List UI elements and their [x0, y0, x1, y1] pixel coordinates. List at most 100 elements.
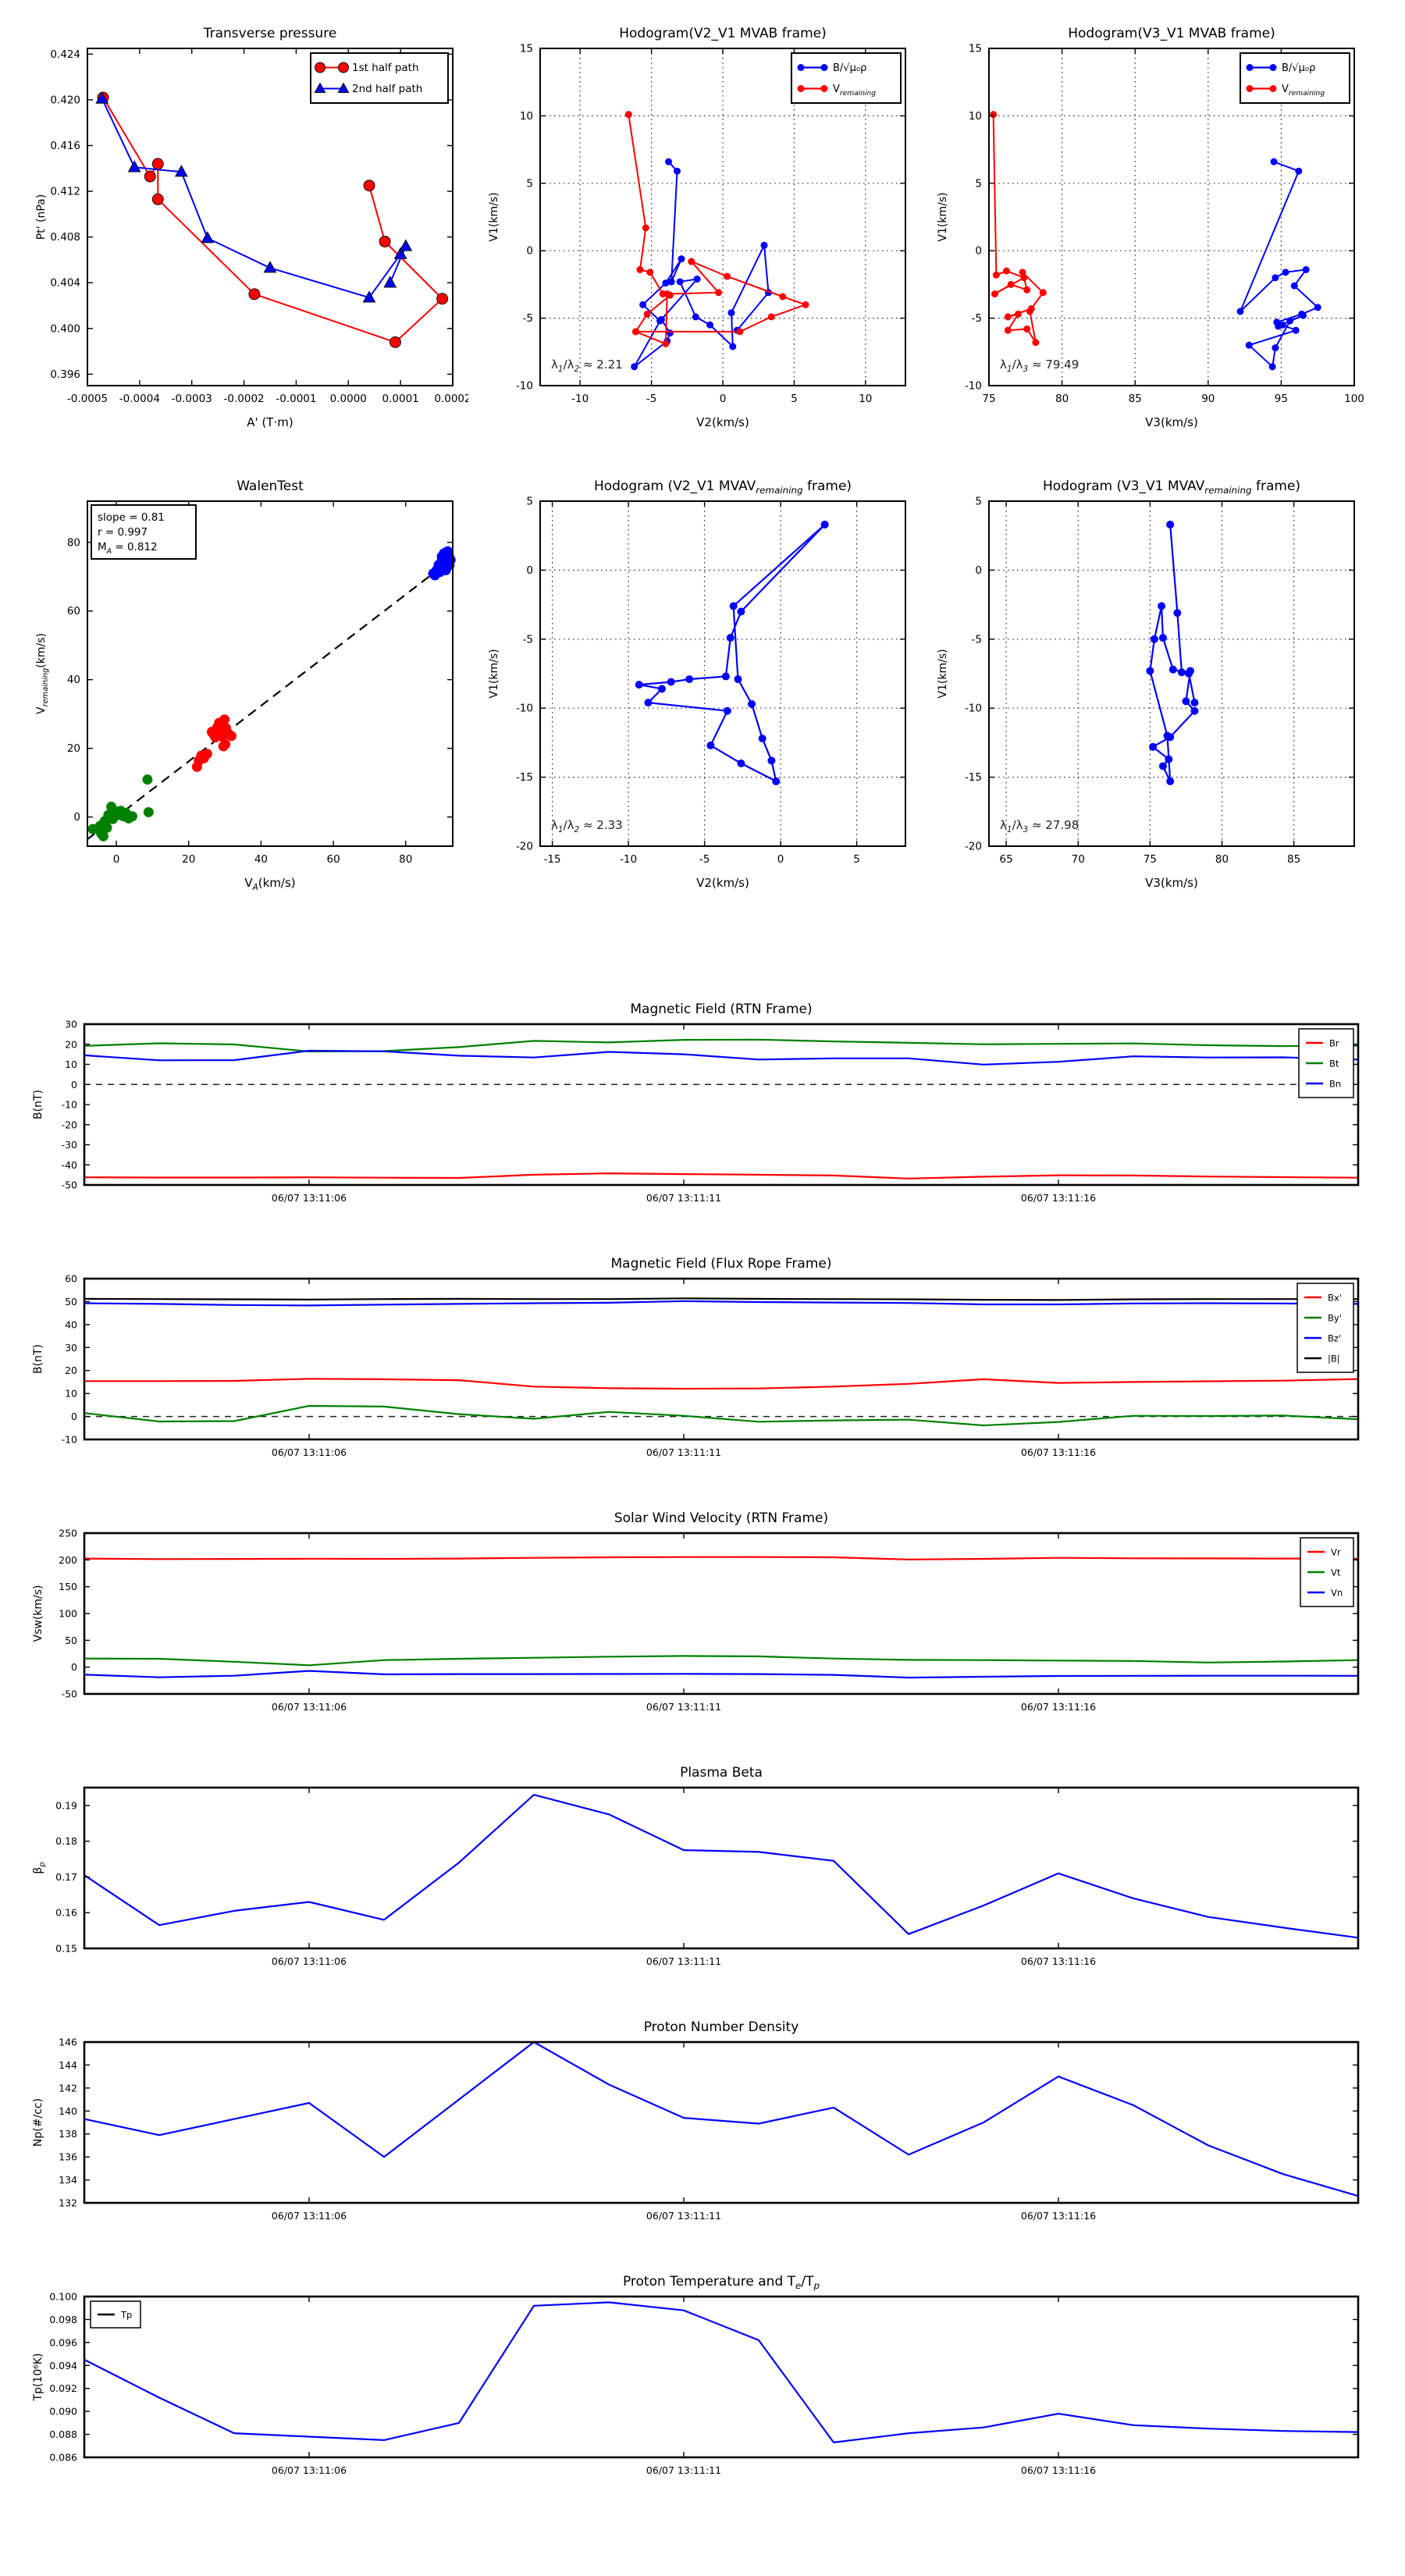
- svg-text:90: 90: [1201, 393, 1215, 405]
- svg-text:V1(km/s): V1(km/s): [488, 192, 500, 241]
- plasma-beta-chart: 06/07 13:11:06 06/07 13:11:11 06/07 13:11:…: [32, 1765, 1360, 1967]
- svg-text:Hodogram(V2_V1 MVAB frame): Hodogram(V2_V1 MVAB frame): [619, 26, 827, 41]
- svg-text:132: 132: [59, 2197, 77, 2209]
- svg-text:15: 15: [520, 43, 533, 55]
- svg-text:06/07 13:11:11: 06/07 13:11:11: [646, 2464, 721, 2476]
- svg-text:B(nT): B(nT): [32, 1344, 44, 1374]
- svg-text:0.0000: 0.0000: [330, 393, 367, 405]
- hodogram-v2v1-mvav-chart: -15 -10 -5 0 5 -20 -15 -10 -5 0 5 Hodogram (V2_V1 M…: [488, 479, 906, 890]
- svg-text:-40: -40: [62, 1159, 77, 1171]
- svg-text:30: 30: [65, 1342, 77, 1354]
- svg-text:0.098: 0.098: [49, 2314, 77, 2325]
- svg-text:95: 95: [1275, 393, 1288, 405]
- svg-text:Vr: Vr: [1331, 1547, 1341, 1558]
- svg-text:0.408: 0.408: [50, 231, 80, 244]
- svg-text:0.100: 0.100: [49, 2291, 77, 2303]
- svg-text:Magnetic Field (Flux Rope Fram: Magnetic Field (Flux Rope Frame): [611, 1256, 832, 1272]
- svg-text:slope = 0.81: slope = 0.81: [98, 511, 165, 524]
- svg-text:10: 10: [65, 1059, 77, 1070]
- svg-text:06/07 13:11:11: 06/07 13:11:11: [646, 1192, 721, 1204]
- svg-text:0.090: 0.090: [49, 2406, 77, 2418]
- plot-solar-wind-velocity: 06/07 13:11:06 06/07 13:11:11 06/07 13:11:…: [23, 1497, 1382, 1731]
- svg-text:146: 146: [59, 2037, 77, 2048]
- svg-text:Vremaining: Vremaining: [1282, 84, 1325, 98]
- svg-text:06/07 13:11:06: 06/07 13:11:06: [272, 1701, 347, 1713]
- svg-text:λ1/λ3 ≈ 79.49: λ1/λ3 ≈ 79.49: [1000, 358, 1079, 374]
- svg-text:06/07 13:11:16: 06/07 13:11:16: [1021, 1701, 1096, 1713]
- svg-text:Proton Temperature and Te/Tp: Proton Temperature and Te/Tp: [623, 2274, 820, 2291]
- svg-text:5: 5: [975, 496, 982, 508]
- svg-text:150: 150: [59, 1581, 77, 1592]
- proton-temperature-chart: 06/07 13:11:06 06/07 13:11:11 06/07 13:11:…: [32, 2274, 1360, 2476]
- svg-text:-15: -15: [965, 771, 982, 784]
- svg-text:80: 80: [67, 536, 80, 549]
- svg-text:-10: -10: [620, 853, 637, 866]
- svg-text:-10: -10: [571, 393, 589, 405]
- svg-text:Bx': Bx': [1328, 1293, 1342, 1304]
- svg-text:0.412: 0.412: [50, 186, 80, 198]
- svg-text:5: 5: [975, 177, 982, 190]
- svg-text:20: 20: [65, 1364, 77, 1376]
- svg-text:-20: -20: [62, 1119, 77, 1130]
- svg-text:Plasma Beta: Plasma Beta: [680, 1765, 763, 1781]
- svg-text:06/07 13:11:11: 06/07 13:11:11: [646, 2210, 721, 2222]
- svg-text:Tp: Tp: [120, 2310, 132, 2321]
- plot-hodogram-v2v1-mvav: -15 -10 -5 0 5 -20 -15 -10 -5 0 5 Hodogram (V2_V1 M…: [476, 462, 921, 912]
- svg-text:06/07 13:11:16: 06/07 13:11:16: [1021, 2464, 1096, 2476]
- svg-text:1st half path: 1st half path: [352, 62, 419, 74]
- svg-text:-0.0001: -0.0001: [276, 393, 316, 405]
- svg-text:-15: -15: [516, 771, 533, 784]
- svg-text:06/07 13:11:16: 06/07 13:11:16: [1021, 1955, 1096, 1967]
- svg-text:V1(km/s): V1(km/s): [937, 192, 949, 241]
- svg-text:0.0001: 0.0001: [382, 393, 419, 405]
- plot-walen-test: 0 20 40 60 80 0 20 40 60 80 WalenTest VA(km/s) Vrema…: [23, 462, 468, 912]
- svg-text:06/07 13:11:06: 06/07 13:11:06: [272, 1955, 347, 1967]
- svg-text:0.0002: 0.0002: [434, 393, 468, 405]
- walen-test-chart: 0 20 40 60 80 0 20 40 60 80 WalenTest VA(km/s) Vrema…: [35, 479, 456, 892]
- svg-text:06/07 13:11:11: 06/07 13:11:11: [646, 1955, 721, 1967]
- svg-text:0.396: 0.396: [50, 368, 80, 381]
- plot-hodogram-v3v1-mvav: 65 70 75 80 85 -20 -15 -10 -5 0 5 Hodogram (V3_V1 M…: [925, 462, 1370, 912]
- svg-text:-5: -5: [646, 393, 656, 405]
- svg-text:MA = 0.812: MA = 0.812: [98, 541, 158, 556]
- svg-text:By': By': [1328, 1313, 1342, 1324]
- svg-text:15: 15: [969, 43, 982, 55]
- plot-hodogram-v3v1-mvab: 75 80 85 90 95 100 -10 -5 0 5 10 15 Hodogram(V3_V1 M…: [925, 9, 1370, 451]
- svg-text:Bz': Bz': [1328, 1333, 1341, 1344]
- svg-text:06/07 13:11:06: 06/07 13:11:06: [272, 2210, 347, 2222]
- svg-text:140: 140: [59, 2105, 77, 2117]
- svg-text:-0.0003: -0.0003: [172, 393, 212, 405]
- svg-text:06/07 13:11:16: 06/07 13:11:16: [1021, 1192, 1096, 1204]
- plot-magnetic-field-fluxrope: 06/07 13:11:06 06/07 13:11:11 06/07 13:11:…: [23, 1243, 1382, 1477]
- hodogram-v3v1-mvav-chart: 65 70 75 80 85 -20 -15 -10 -5 0 5 Hodogram (V3_V1 M…: [937, 479, 1355, 890]
- svg-text:40: 40: [67, 674, 80, 686]
- svg-text:λ1/λ2 ≈ 2.33: λ1/λ2 ≈ 2.33: [551, 818, 623, 834]
- svg-text:Vsw(km/s): Vsw(km/s): [32, 1585, 44, 1642]
- svg-text:VA(km/s): VA(km/s): [244, 876, 295, 892]
- svg-text:0: 0: [526, 564, 533, 577]
- svg-text:Np(#/cc): Np(#/cc): [32, 2098, 44, 2147]
- magnetic-field-fluxrope-chart: 06/07 13:11:06 06/07 13:11:11 06/07 13:11:…: [32, 1256, 1360, 1458]
- svg-text:WalenTest: WalenTest: [237, 479, 304, 494]
- svg-text:0.092: 0.092: [49, 2382, 77, 2394]
- svg-text:06/07 13:11:11: 06/07 13:11:11: [646, 1701, 721, 1713]
- svg-text:100: 100: [59, 1608, 77, 1620]
- svg-text:0.088: 0.088: [49, 2428, 77, 2440]
- svg-text:λ1/λ3 ≈ 27.98: λ1/λ3 ≈ 27.98: [1000, 818, 1079, 834]
- svg-text:-5: -5: [523, 633, 533, 646]
- svg-text:-20: -20: [965, 841, 982, 853]
- svg-text:65: 65: [1000, 853, 1013, 866]
- svg-text:0.19: 0.19: [55, 1799, 77, 1811]
- svg-text:0: 0: [526, 245, 533, 258]
- svg-text:50: 50: [65, 1296, 77, 1308]
- svg-text:250: 250: [59, 1528, 77, 1539]
- svg-text:5: 5: [853, 853, 860, 866]
- svg-text:75: 75: [982, 393, 995, 405]
- svg-text:-50: -50: [62, 1688, 77, 1700]
- svg-text:r = 0.997: r = 0.997: [98, 526, 148, 539]
- svg-text:0: 0: [720, 393, 727, 405]
- svg-text:50: 50: [65, 1635, 77, 1646]
- svg-text:20: 20: [67, 742, 80, 755]
- plot-plasma-beta: 06/07 13:11:06 06/07 13:11:11 06/07 13:11:…: [23, 1752, 1382, 1986]
